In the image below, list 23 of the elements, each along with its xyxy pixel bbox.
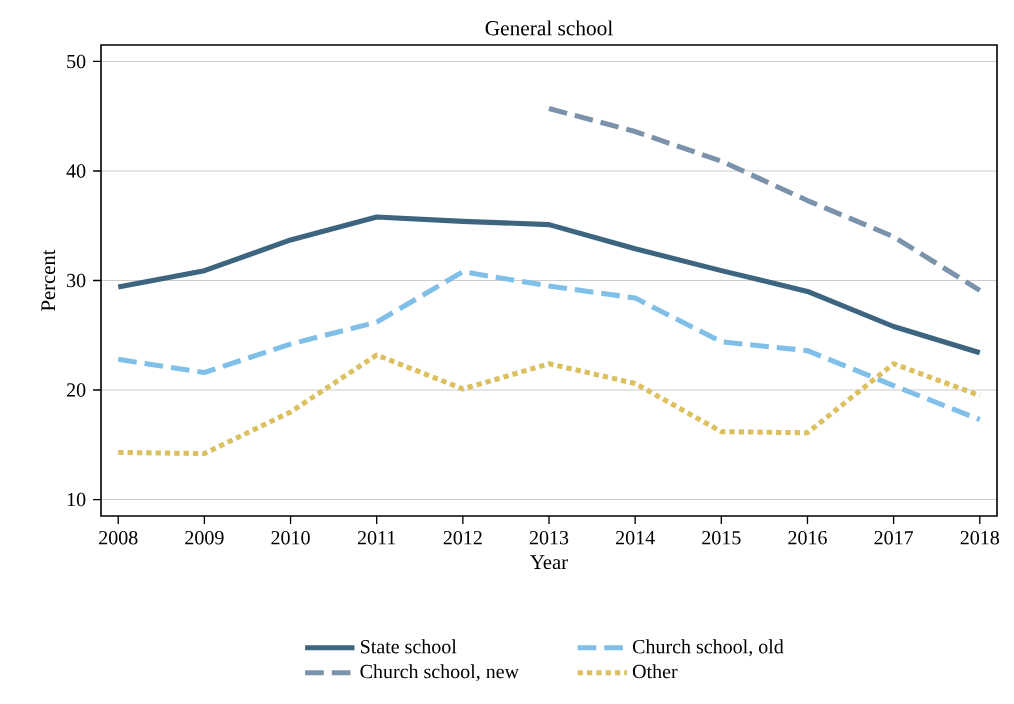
x-axis-title: Year xyxy=(530,555,568,570)
x-tick-label: 2016 xyxy=(788,530,827,545)
legend-label: Church school, new xyxy=(360,664,519,682)
y-tick-label: 20 xyxy=(66,383,86,397)
x-tick-label: 2015 xyxy=(702,530,741,545)
y-axis-title: Percent xyxy=(41,249,56,311)
x-tick-label: 2013 xyxy=(529,530,569,545)
legend-label: Other xyxy=(632,664,678,679)
chart-title: General school xyxy=(485,20,613,36)
x-tick-label: 2014 xyxy=(616,530,655,545)
x-tick-label: 2018 xyxy=(960,530,1000,545)
legend-label: Church school, old xyxy=(632,639,784,657)
x-tick-label: 2017 xyxy=(874,530,914,545)
y-tick-label: 40 xyxy=(66,164,86,178)
x-tick-label: 2008 xyxy=(99,530,138,545)
x-tick-label: 2011 xyxy=(357,530,396,545)
y-tick-label: 50 xyxy=(67,54,86,69)
legend-label: State school xyxy=(360,639,457,654)
x-tick-label: 2009 xyxy=(185,530,224,545)
x-tick-label: 2012 xyxy=(443,530,482,545)
y-tick-label: 10 xyxy=(67,492,86,507)
x-tick-label: 2010 xyxy=(271,530,310,545)
y-tick-label: 30 xyxy=(67,273,86,288)
